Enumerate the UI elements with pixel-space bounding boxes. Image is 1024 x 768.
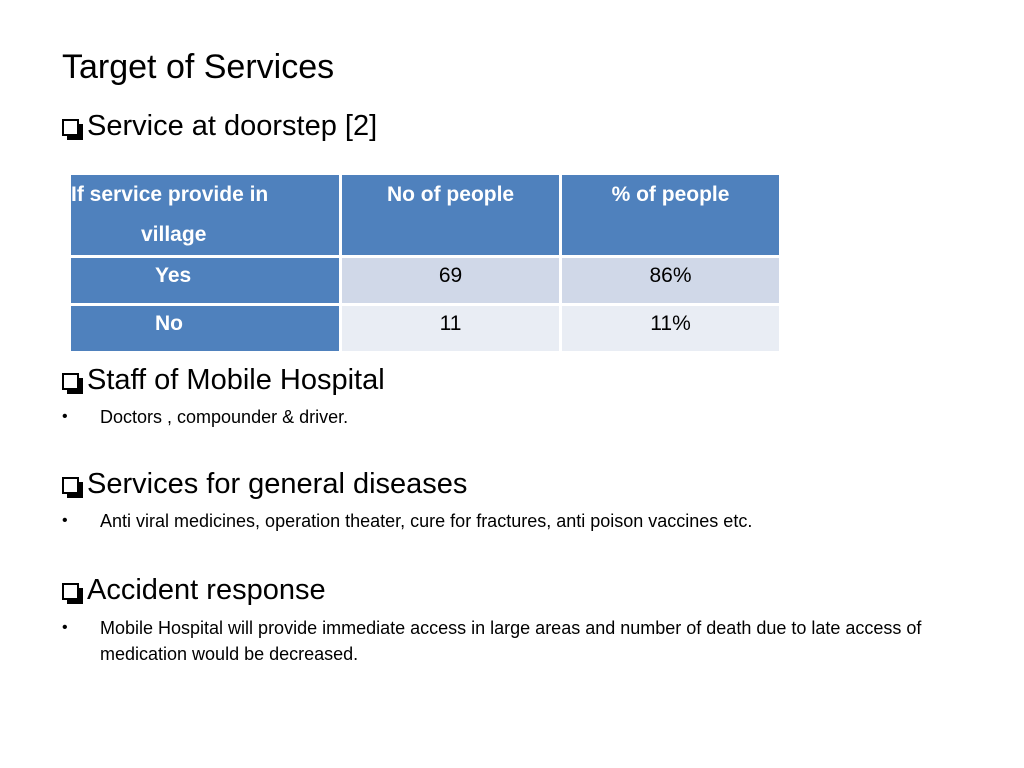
checkbox-icon [62, 476, 83, 498]
table-row: No 11 11% [67, 303, 782, 354]
section-heading-general-diseases: Services for general diseases [62, 467, 467, 501]
bullet-icon: • [62, 512, 68, 529]
table-cell: 11% [559, 303, 782, 354]
section-heading-service-at-doorstep: Service at doorstep [2] [62, 109, 377, 143]
list-item: • Mobile Hospital will provide immediate… [62, 615, 982, 667]
table-header-cell: % of people [559, 172, 782, 258]
table-header-row: If service provide in village No of peop… [67, 172, 782, 258]
list-item: • Doctors , compounder & driver. [62, 404, 982, 430]
table-header-cell: No of people [339, 172, 563, 258]
row-label: Yes [67, 255, 343, 306]
checkbox-icon [62, 582, 83, 604]
bullet-text: Doctors , compounder & driver. [100, 407, 349, 427]
bullet-icon: • [62, 619, 68, 636]
slide-title: Target of Services [62, 48, 335, 86]
table-cell: 69 [339, 255, 563, 306]
bullet-text: Mobile Hospital will provide immediate a… [100, 618, 922, 664]
header-line-2: village [141, 223, 207, 246]
list-item: • Anti viral medicines, operation theate… [62, 508, 982, 534]
section-heading-text: Staff of Mobile Hospital [87, 364, 385, 396]
section-heading-text: Service at doorstep [2] [87, 110, 378, 142]
table-cell: 86% [559, 255, 782, 306]
bullet-text: Anti viral medicines, operation theater,… [100, 511, 753, 531]
header-line-1: If service provide in [71, 183, 269, 206]
row-label: No [67, 303, 343, 354]
checkbox-icon [62, 372, 83, 394]
section-heading-text: Accident response [87, 574, 326, 606]
section-heading-accident-response: Accident response [62, 573, 326, 607]
section-heading-text: Services for general diseases [87, 468, 468, 500]
section-heading-staff: Staff of Mobile Hospital [62, 363, 385, 397]
checkbox-icon [62, 118, 83, 140]
table-row: Yes 69 86% [67, 255, 782, 306]
table-cell: 11 [339, 303, 563, 354]
bullet-icon: • [62, 408, 68, 425]
service-table: If service provide in village No of peop… [67, 172, 782, 354]
table-header-cell: If service provide in village [67, 172, 343, 258]
